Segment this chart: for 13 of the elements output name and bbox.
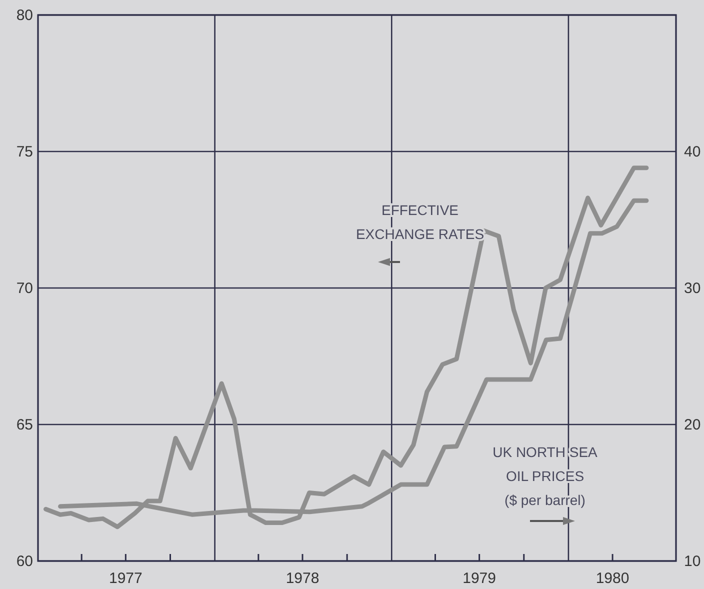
x-tick-label: 1979 — [462, 570, 496, 587]
y-tick-label: 80 — [16, 7, 33, 24]
y2-tick-label: 40 — [684, 144, 701, 160]
y-tick-label: 60 — [16, 553, 33, 570]
y-tick-label: 70 — [16, 280, 33, 297]
x-tick-label: 1978 — [286, 570, 320, 587]
y-tick-label: 65 — [16, 416, 33, 434]
y2-tick-label: 20 — [684, 416, 701, 434]
x-tick-label: 1977 — [108, 570, 142, 587]
y2-tick-label: 30 — [684, 280, 701, 297]
y2-tick-label: 10 — [684, 553, 701, 570]
x-tick-label: 1980 — [596, 570, 630, 587]
y-tick-label: 75 — [16, 144, 33, 160]
